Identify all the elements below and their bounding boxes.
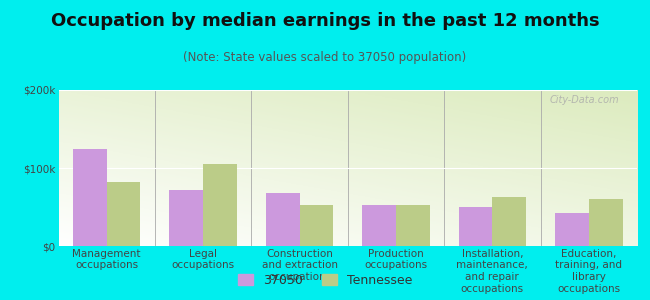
Bar: [589, 199, 623, 246]
Legend: 37050, Tennessee: 37050, Tennessee: [234, 270, 416, 291]
Text: (Note: State values scaled to 37050 population): (Note: State values scaled to 37050 popu…: [183, 51, 467, 64]
Text: Occupation by median earnings in the past 12 months: Occupation by median earnings in the pas…: [51, 12, 599, 30]
Text: City-Data.com: City-Data.com: [550, 95, 619, 105]
Bar: [73, 148, 107, 246]
Bar: [107, 182, 140, 246]
Bar: [362, 206, 396, 246]
Bar: [203, 164, 237, 246]
Bar: [300, 206, 333, 246]
Bar: [459, 207, 493, 246]
Bar: [396, 206, 430, 246]
Bar: [170, 190, 203, 246]
Bar: [266, 193, 300, 246]
Bar: [555, 213, 589, 246]
Bar: [493, 197, 526, 246]
